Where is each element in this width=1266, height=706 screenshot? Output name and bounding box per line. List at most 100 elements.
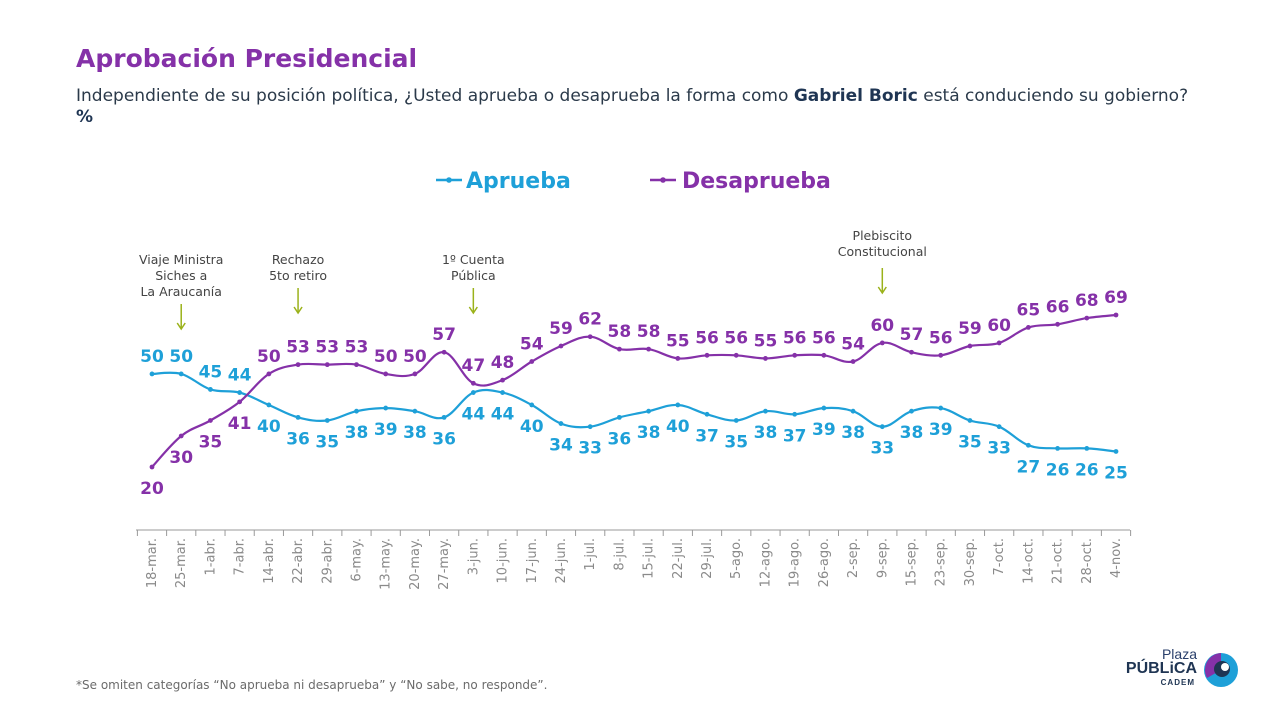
data-label-desaprueba: 30 [169, 448, 193, 468]
data-label-aprueba: 37 [783, 426, 807, 446]
data-point [587, 334, 593, 340]
x-tick-label: 13-may. [379, 538, 394, 590]
data-label-aprueba: 38 [637, 423, 661, 443]
data-label-desaprueba: 58 [637, 322, 661, 342]
data-label-desaprueba: 69 [1104, 288, 1128, 308]
data-label-desaprueba: 50 [374, 347, 398, 367]
data-label-aprueba: 38 [754, 423, 778, 443]
legend-item-desaprueba: Desaprueba [650, 169, 831, 194]
data-point [879, 340, 885, 346]
data-point [1055, 321, 1060, 327]
data-point [266, 371, 272, 377]
x-tick-label: 29-jul. [700, 538, 715, 579]
data-label-aprueba: 38 [900, 423, 924, 443]
data-point [529, 402, 535, 408]
data-point [646, 408, 652, 414]
annotation-text: Viaje Ministra [139, 252, 223, 267]
logo-line-2: PÚBLiCA [1125, 660, 1197, 677]
data-point [704, 411, 710, 417]
x-tick-label: 15-jul. [642, 538, 657, 579]
footnote: *Se omiten categorías “No aprueba ni des… [76, 678, 548, 692]
data-point [1084, 315, 1090, 321]
data-label-desaprueba: 60 [870, 316, 894, 336]
x-tick-label: 24-jun. [554, 538, 569, 583]
data-label-desaprueba: 55 [666, 331, 690, 351]
series-line [151, 371, 1117, 453]
data-point [441, 349, 447, 355]
data-label-aprueba: 39 [374, 420, 398, 440]
x-tick-label: 7-abr. [233, 538, 248, 575]
data-point [967, 418, 973, 423]
data-label-desaprueba: 53 [286, 338, 310, 358]
data-label-aprueba: 39 [929, 420, 953, 440]
data-point [383, 371, 389, 377]
data-point [529, 359, 535, 364]
x-tick-label: 30-sep. [963, 538, 978, 586]
data-point [587, 424, 593, 430]
data-label-desaprueba: 47 [461, 356, 485, 376]
data-label-aprueba: 25 [1104, 463, 1128, 483]
data-point [938, 405, 944, 411]
x-tick-label: 29-abr. [320, 538, 335, 584]
x-tick-label: 15-sep. [905, 538, 920, 586]
data-point [996, 340, 1002, 346]
data-point [237, 399, 243, 405]
data-point [412, 408, 418, 414]
data-label-aprueba: 33 [870, 439, 894, 459]
data-label-desaprueba: 66 [1046, 297, 1070, 317]
data-label-aprueba: 39 [812, 420, 836, 440]
data-label-desaprueba: 54 [520, 335, 544, 355]
x-tick-label: 23-sep. [934, 538, 949, 586]
data-point [704, 352, 710, 358]
data-label-aprueba: 44 [228, 366, 252, 386]
annotation-arrowhead [468, 306, 478, 315]
data-label-aprueba: 50 [140, 347, 164, 367]
annotation-text: Constitucional [838, 244, 927, 259]
data-label-desaprueba: 56 [695, 328, 719, 348]
data-point [1113, 449, 1119, 454]
data-label-desaprueba: 60 [987, 316, 1011, 336]
data-label-desaprueba: 55 [754, 331, 778, 351]
x-axis: 18-mar. 25-mar. 1-abr. 7-abr. 14-abr. 22-abr.… [136, 529, 1132, 590]
legend-marker [446, 177, 452, 183]
data-point [879, 424, 885, 430]
data-point [412, 371, 418, 377]
x-tick-label: 20-may. [408, 538, 423, 590]
x-tick-label: 9-sep. [875, 538, 890, 578]
data-point [470, 390, 476, 395]
data-label-aprueba: 44 [461, 405, 485, 425]
chart-title: Aprobación Presidencial [76, 44, 418, 73]
data-point [149, 371, 155, 377]
data-label-aprueba: 36 [608, 429, 632, 449]
x-tick-label: 25-mar. [174, 538, 189, 588]
data-point [1025, 442, 1031, 448]
data-point [616, 346, 622, 352]
x-tick-label: 22-jul. [671, 538, 686, 579]
data-point [733, 352, 739, 358]
data-point [792, 352, 798, 358]
data-point [763, 408, 768, 414]
x-tick-label: 5-ago. [729, 538, 744, 579]
data-label-desaprueba: 59 [958, 319, 982, 339]
data-label-desaprueba: 58 [608, 322, 632, 342]
data-label-desaprueba: 68 [1075, 291, 1099, 311]
series-aprueba [149, 371, 1119, 454]
annotation-arrowhead [176, 322, 186, 331]
x-tick-label: 17-jun. [525, 538, 540, 583]
annotation-text: Rechazo [272, 252, 324, 267]
data-point [354, 408, 359, 414]
data-label-aprueba: 36 [432, 429, 456, 449]
data-point [967, 343, 973, 349]
x-tick-label: 1-abr. [203, 538, 218, 575]
data-point [295, 362, 301, 368]
data-label-aprueba: 33 [578, 439, 602, 459]
data-point [675, 356, 681, 361]
data-label-aprueba: 34 [549, 436, 573, 456]
data-label-desaprueba: 48 [491, 353, 515, 373]
data-point [909, 349, 914, 355]
legend-label: Aprueba [466, 169, 571, 194]
data-label-aprueba: 40 [666, 417, 690, 437]
data-label-desaprueba: 54 [841, 335, 865, 355]
